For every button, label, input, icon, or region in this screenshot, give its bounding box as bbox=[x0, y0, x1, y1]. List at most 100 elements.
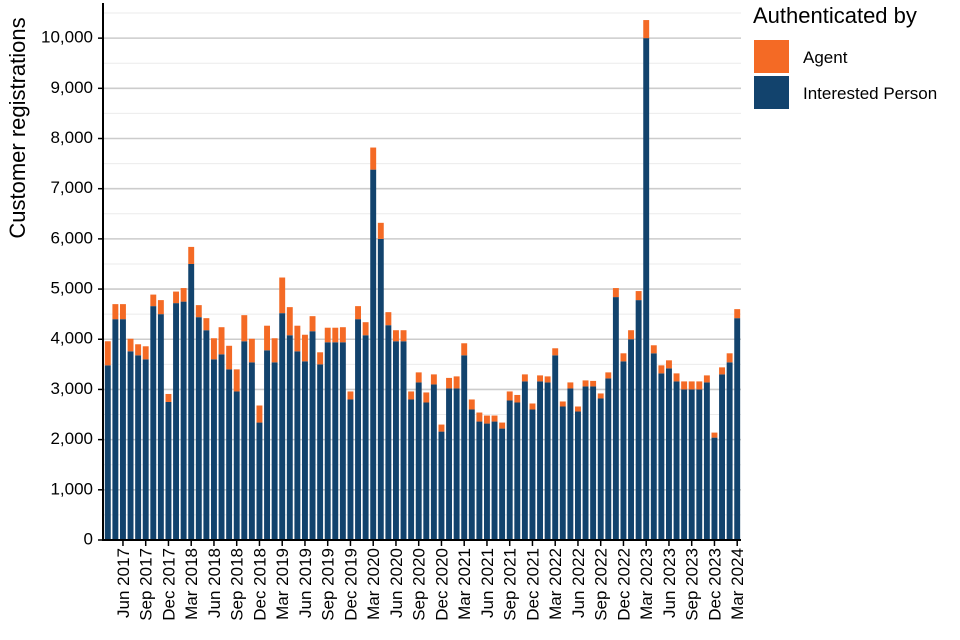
bar-agent bbox=[597, 393, 604, 399]
x-tick-label: Mar 2024 bbox=[728, 548, 747, 620]
legend-label-agent: Agent bbox=[803, 48, 848, 67]
bar-agent bbox=[385, 312, 392, 326]
bar-interested-person bbox=[347, 399, 354, 540]
bar-agent bbox=[127, 338, 134, 352]
bar-interested-person bbox=[529, 409, 536, 540]
bar-interested-person bbox=[514, 402, 521, 540]
bar-agent bbox=[362, 322, 369, 336]
y-tick-label: 2,000 bbox=[50, 429, 93, 448]
bar-interested-person bbox=[135, 355, 142, 540]
bar-agent bbox=[377, 222, 384, 239]
bar-interested-person bbox=[620, 361, 627, 540]
legend: Authenticated by Agent Interested Person bbox=[753, 3, 937, 109]
bar-agent bbox=[271, 338, 278, 363]
bar-agent bbox=[241, 315, 248, 342]
bar-interested-person bbox=[650, 353, 657, 540]
x-tick-label: Mar 2020 bbox=[364, 548, 383, 620]
bar-agent bbox=[400, 330, 407, 342]
bar-interested-person bbox=[590, 386, 597, 540]
y-tick-label: 5,000 bbox=[50, 279, 93, 298]
bar-agent bbox=[370, 147, 377, 170]
bar-interested-person bbox=[726, 362, 733, 540]
y-tick-label: 7,000 bbox=[50, 178, 93, 197]
bar-interested-person bbox=[415, 382, 422, 540]
bar-interested-person bbox=[703, 382, 710, 540]
bar-agent bbox=[180, 288, 187, 302]
bar-interested-person bbox=[559, 406, 566, 540]
x-tick-label: Dec 2021 bbox=[523, 548, 542, 621]
legend-title: Authenticated by bbox=[753, 3, 917, 28]
bar-interested-person bbox=[628, 339, 634, 540]
bar-interested-person bbox=[264, 350, 270, 540]
bar-agent bbox=[286, 307, 293, 336]
bar-interested-person bbox=[104, 365, 111, 540]
bar-agent bbox=[590, 380, 597, 387]
bar-agent bbox=[620, 353, 627, 362]
bar-interested-person bbox=[157, 314, 164, 540]
bar-agent bbox=[484, 415, 490, 424]
bar-agent bbox=[256, 405, 263, 423]
bar-agent bbox=[188, 246, 195, 264]
bar-interested-person bbox=[635, 300, 642, 540]
bar-interested-person bbox=[484, 423, 490, 540]
bar-agent bbox=[408, 391, 415, 400]
bar-interested-person bbox=[612, 297, 619, 540]
bar-interested-person bbox=[552, 355, 559, 540]
bar-agent bbox=[233, 369, 240, 392]
x-tick-label: Jun 2018 bbox=[205, 548, 224, 618]
y-axis-title: Customer registrations bbox=[5, 17, 30, 238]
x-tick-label: Sep 2020 bbox=[410, 548, 429, 621]
bar-agent bbox=[544, 376, 551, 383]
x-tick-label: Dec 2017 bbox=[159, 548, 178, 621]
bar-interested-person bbox=[188, 263, 195, 540]
bar-interested-person bbox=[544, 382, 551, 540]
bar-interested-person bbox=[734, 318, 741, 540]
bar-interested-person bbox=[506, 400, 513, 540]
y-tick-labels: 0 1,000 2,000 3,000 4,000 5,000 6,000 7,000 8,00… bbox=[41, 28, 103, 548]
bar-agent bbox=[339, 327, 346, 343]
bar-interested-person bbox=[597, 398, 604, 540]
bar-interested-person bbox=[248, 362, 255, 540]
bar-agent bbox=[726, 353, 733, 363]
x-tick-label: Sep 2017 bbox=[137, 548, 156, 621]
bar-agent bbox=[347, 391, 354, 400]
x-tick-label: Jun 2022 bbox=[569, 548, 588, 618]
bar-interested-person bbox=[582, 386, 589, 540]
bar-agent bbox=[226, 345, 233, 370]
bar-interested-person bbox=[332, 342, 339, 540]
bar-interested-person bbox=[339, 342, 346, 540]
bar-interested-person bbox=[719, 374, 725, 540]
bar-agent bbox=[218, 327, 225, 355]
bar-agent bbox=[112, 304, 119, 320]
bar-agent bbox=[104, 341, 111, 366]
bar-interested-person bbox=[218, 354, 225, 540]
bar-agent bbox=[173, 291, 179, 304]
x-tick-label: Dec 2019 bbox=[341, 548, 360, 621]
bar-agent bbox=[628, 330, 634, 340]
bar-agent bbox=[491, 415, 498, 422]
axes bbox=[102, 3, 741, 541]
bar-interested-person bbox=[256, 422, 263, 540]
x-tick-label: Jun 2023 bbox=[660, 548, 679, 618]
bar-agent bbox=[643, 20, 650, 39]
bar-interested-person bbox=[233, 391, 240, 540]
bar-interested-person bbox=[643, 38, 650, 541]
bar-interested-person bbox=[688, 389, 695, 540]
bar-agent bbox=[506, 391, 513, 401]
bar-agent bbox=[157, 300, 164, 315]
bar-interested-person bbox=[476, 421, 483, 540]
bar-interested-person bbox=[711, 437, 718, 540]
bar-interested-person bbox=[438, 431, 445, 540]
x-tick-label: Dec 2020 bbox=[432, 548, 451, 621]
bar-interested-person bbox=[173, 303, 179, 540]
bar-agent bbox=[279, 277, 286, 314]
bar-interested-person bbox=[453, 388, 460, 540]
x-tick-label: Jun 2019 bbox=[296, 548, 315, 618]
bar-agent bbox=[673, 373, 680, 382]
bar-agent bbox=[567, 382, 574, 389]
bar-agent bbox=[142, 346, 149, 360]
bar-agent bbox=[711, 432, 718, 438]
y-tick-label: 10,000 bbox=[41, 28, 93, 47]
bar-agent bbox=[355, 306, 361, 320]
